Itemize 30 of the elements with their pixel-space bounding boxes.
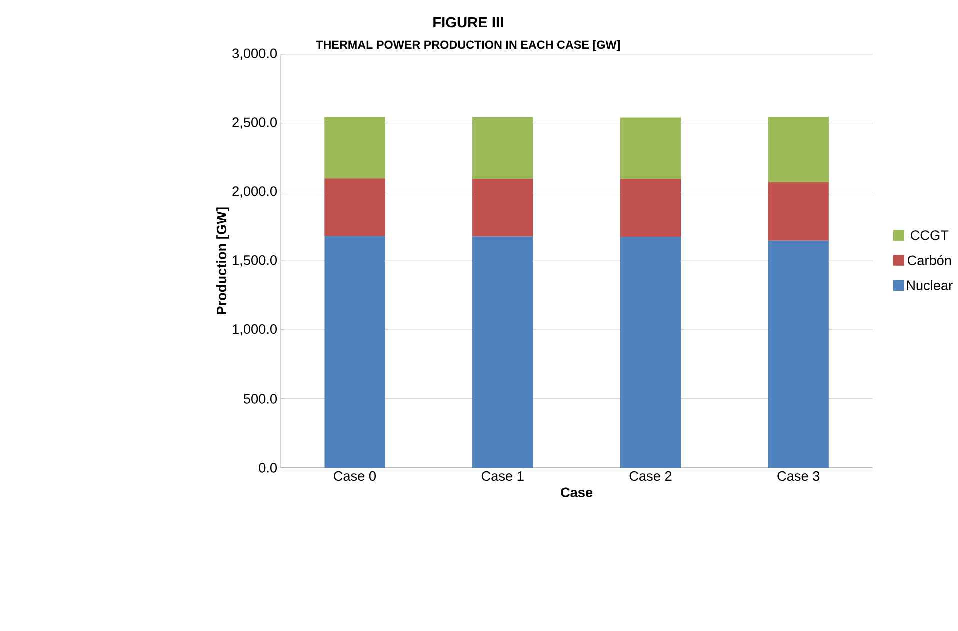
legend-label: Nuclear bbox=[907, 280, 953, 291]
y-tick-label: 3,000.0 bbox=[232, 48, 278, 60]
bar bbox=[472, 118, 534, 180]
bar bbox=[620, 179, 682, 238]
y-tick-label: 2,000.0 bbox=[232, 186, 278, 198]
bar bbox=[324, 117, 386, 179]
bar bbox=[324, 178, 386, 236]
bar bbox=[324, 236, 386, 468]
chart-title: FIGURE III bbox=[434, 17, 504, 28]
bar bbox=[768, 182, 829, 242]
x-tick-label: Case 1 bbox=[482, 472, 524, 482]
x-axis-title: Case bbox=[561, 488, 593, 498]
y-tick-label: 1,000.0 bbox=[233, 324, 278, 336]
bar bbox=[620, 118, 682, 180]
bar bbox=[472, 236, 534, 468]
legend-label: Carbón bbox=[908, 255, 952, 266]
bar bbox=[768, 117, 829, 183]
chart-subtitle: THERMAL POWER PRODUCTION IN EACH CASE [GW] bbox=[316, 40, 620, 52]
y-tick-label: 2,500.0 bbox=[232, 118, 278, 130]
bar bbox=[768, 241, 829, 468]
y-tick-label: 500.0 bbox=[244, 394, 278, 404]
y-tick-label: 1,500.0 bbox=[233, 256, 278, 267]
legend-label: CCGT bbox=[911, 230, 949, 240]
bar bbox=[620, 237, 682, 468]
y-tick-label: 0.0 bbox=[259, 463, 278, 473]
x-tick-label: Case 0 bbox=[334, 472, 376, 482]
x-tick-label: Case 2 bbox=[630, 472, 672, 482]
bar bbox=[472, 179, 534, 237]
x-tick-label: Case 3 bbox=[778, 472, 820, 482]
y-axis-title: Production [GW] bbox=[216, 208, 230, 315]
